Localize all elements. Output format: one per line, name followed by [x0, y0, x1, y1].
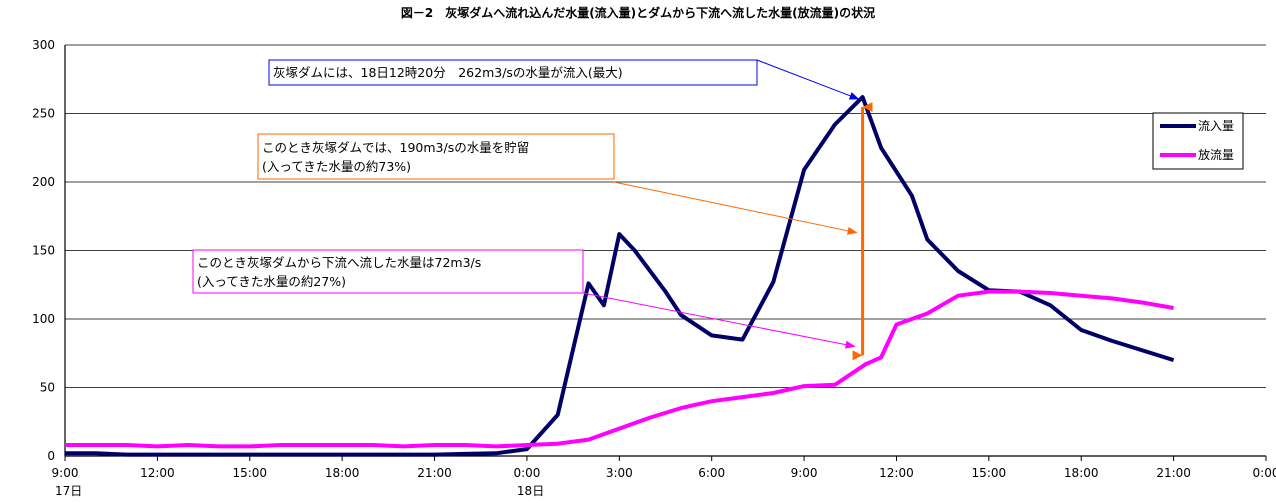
- annotation-release: このとき灰塚ダムから下流へ流した水量は72m3/s (入ってきた水量の約27%): [192, 249, 584, 294]
- x-tick-label: 6:00: [698, 466, 725, 480]
- x-tick-label: 21:00: [1156, 466, 1191, 480]
- series-line-inflow: [65, 95, 1175, 457]
- y-tick-label: 200: [32, 175, 55, 189]
- y-tick-label: 100: [32, 312, 55, 326]
- y-axis: 0 50 100 150 200 250 300: [32, 38, 55, 463]
- y-tick-label: 0: [47, 449, 55, 463]
- annotation-release-text2: (入ってきた水量の約27%): [197, 274, 346, 289]
- x-tick-date-label: 17日: [55, 484, 82, 498]
- x-tick-label: 15:00: [232, 466, 267, 480]
- legend-box: [1152, 112, 1244, 170]
- x-tick-label: 18:00: [325, 466, 360, 480]
- x-tick-label: 12:00: [140, 466, 175, 480]
- series-line-outflow: [65, 289, 1174, 449]
- x-tick-label: 21:00: [417, 466, 452, 480]
- annotation-peak-box: [268, 59, 758, 86]
- x-tick-date-label: 18日: [517, 484, 544, 498]
- y-tick-label: 150: [32, 244, 55, 258]
- annotation-storage: このとき灰塚ダムでは、190m3/sの水量を貯留 (入ってきた水量の約73%): [257, 133, 615, 180]
- x-tick-label: 0:00: [1253, 466, 1276, 480]
- x-axis: 9:00 17日 12:00 15:00 18:00 21:00 0:00 18日 3:00 6:…: [52, 456, 1276, 498]
- annotation-peak: 灰塚ダムには、18日12時20分 262m3/sの水量が流入(最大): [268, 59, 758, 86]
- y-tick-label: 50: [40, 381, 55, 395]
- x-tick-label: 12:00: [879, 466, 914, 480]
- arrow-peak: [756, 59, 860, 100]
- x-tick-label: 9:00: [791, 466, 818, 480]
- annotation-storage-box: [257, 133, 615, 180]
- legend-label-inflow: 流入量: [1198, 119, 1234, 133]
- series-lines: [65, 95, 1175, 457]
- annotation-storage-text2: (入ってきた水量の約73%): [262, 159, 411, 174]
- arrow-storage: [613, 181, 858, 235]
- annotation-release-box: [192, 249, 584, 294]
- x-tick-label: 15:00: [972, 466, 1007, 480]
- x-tick-label: 0:00: [513, 466, 540, 480]
- annotation-release-text: このとき灰塚ダムから下流へ流した水量は72m3/s: [197, 255, 481, 270]
- x-tick-label: 18:00: [1064, 466, 1099, 480]
- y-tick-label: 300: [32, 38, 55, 52]
- legend-label-outflow: 放流量: [1198, 147, 1234, 162]
- y-tick-label: 250: [32, 107, 55, 121]
- arrow-release: [582, 292, 856, 349]
- annotation-storage-text: このとき灰塚ダムでは、190m3/sの水量を貯留: [262, 140, 529, 155]
- legend: 流入量 放流量: [1152, 112, 1244, 170]
- x-tick-label: 3:00: [606, 466, 633, 480]
- annotation-arrows: [582, 59, 873, 361]
- chart-title: 図－2 灰塚ダムへ流れ込んだ水量(流入量)とダムから下流へ流した水量(放流量)の…: [401, 5, 875, 20]
- annotation-peak-text: 灰塚ダムには、18日12時20分 262m3/sの水量が流入(最大): [273, 65, 623, 80]
- x-tick-label: 9:00: [52, 466, 79, 480]
